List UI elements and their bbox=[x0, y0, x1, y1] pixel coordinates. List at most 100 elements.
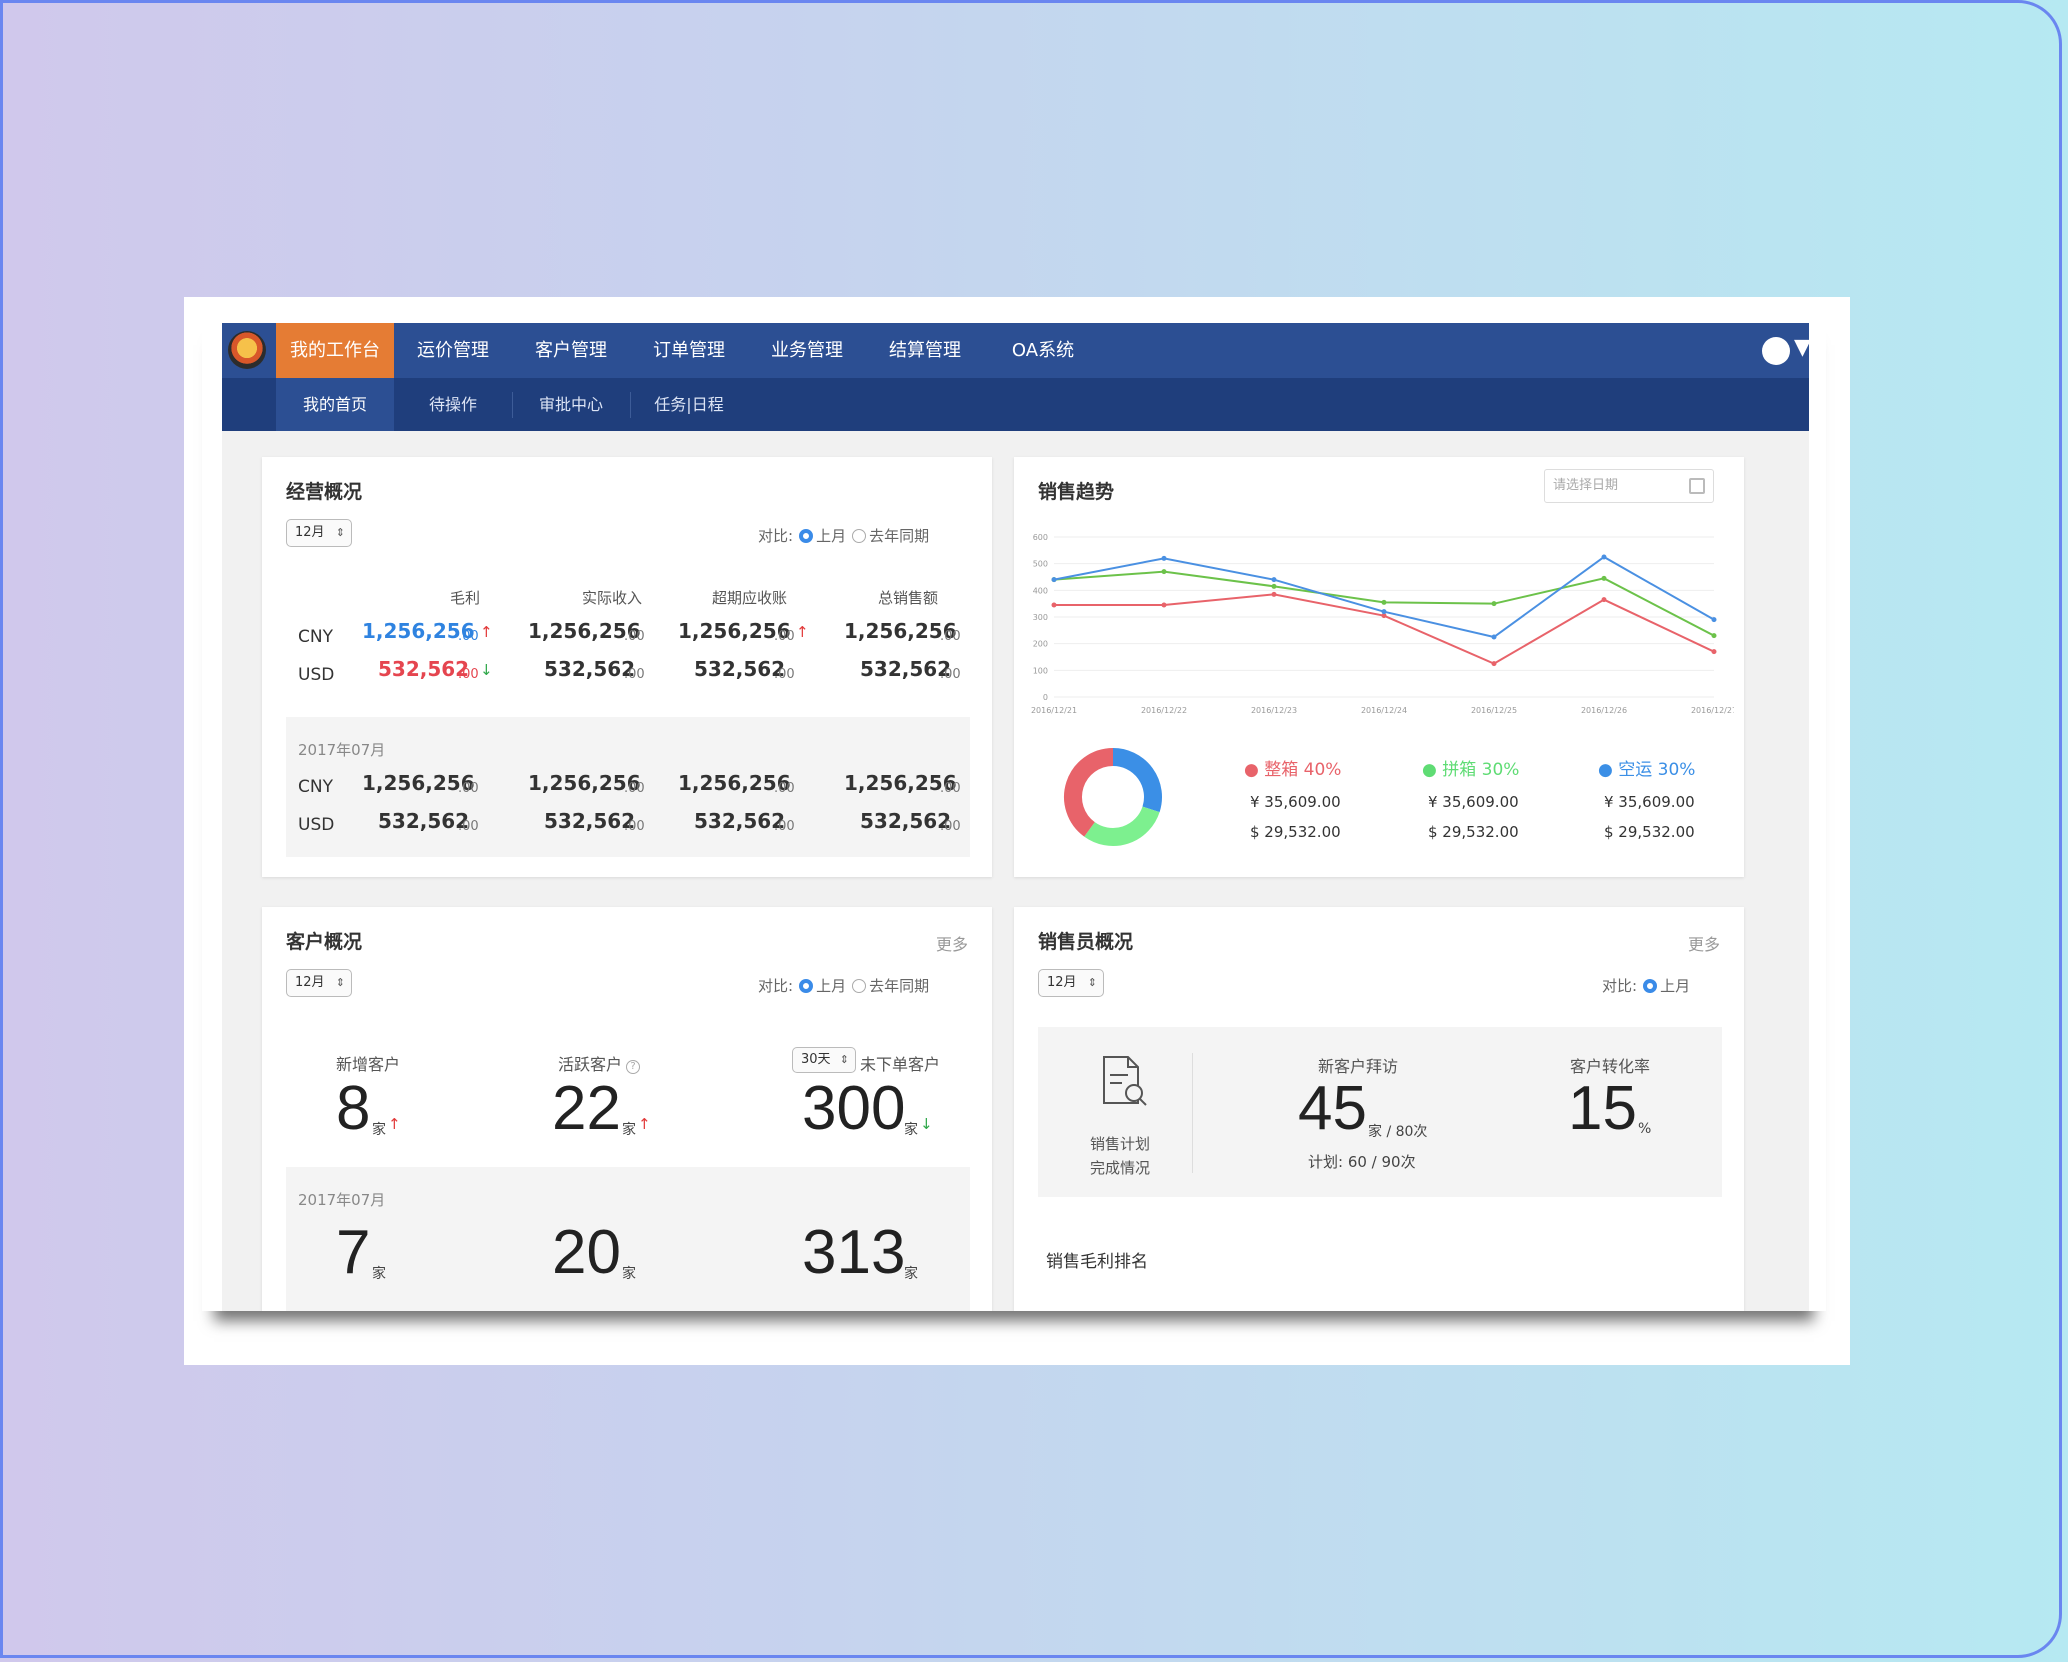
more-link[interactable]: 更多 bbox=[1688, 935, 1721, 954]
legend-dot: ● bbox=[1598, 760, 1613, 780]
radio-label: 上月 bbox=[816, 977, 847, 995]
radio-last-year[interactable] bbox=[852, 979, 867, 993]
nav-item-settlement[interactable]: 结算管理 bbox=[889, 340, 961, 361]
customer-overview-card: 客户概况 更多 12月 ⇕ 对比: 上月 去年同期 新增客户 活跃客户? 30天 ⇕ 未… bbox=[262, 907, 992, 1311]
legend-dot: ● bbox=[1422, 760, 1437, 780]
content-area: 经营概况 12月 ⇕ 对比: 上月 去年同期 毛利 实际收入 超期应收账 总销售额 C… bbox=[222, 431, 1809, 1311]
days-value: 30天 bbox=[801, 1052, 831, 1067]
month-value: 12月 bbox=[1047, 975, 1077, 990]
legend-item: ● 拼箱 30% bbox=[1422, 755, 1519, 780]
active-customers-value: 22 bbox=[552, 1074, 621, 1143]
x-tick-label: 2016/12/21 bbox=[1031, 706, 1077, 715]
help-icon[interactable]: ? bbox=[626, 1060, 641, 1074]
no-order-label: 未下单客户 bbox=[860, 1055, 941, 1074]
card-title: 客户概况 bbox=[286, 931, 363, 953]
arrow-up-icon: ↑ bbox=[638, 1115, 651, 1133]
top-navbar: 我的工作台 运价管理 客户管理 订单管理 业务管理 结算管理 OA系统 ▼ bbox=[222, 323, 1811, 378]
y-tick-label: 500 bbox=[1033, 560, 1048, 569]
y-tick-label: 200 bbox=[1033, 640, 1048, 649]
data-point bbox=[1381, 609, 1387, 615]
ranking-title: 销售毛利排名 bbox=[1046, 1252, 1148, 1272]
x-tick-label: 2016/12/23 bbox=[1251, 706, 1297, 715]
days-select[interactable]: 30天 ⇕ bbox=[792, 1047, 856, 1073]
nav-item-orders[interactable]: 订单管理 bbox=[653, 340, 725, 361]
tab-tasks[interactable]: 任务|日程 bbox=[654, 395, 724, 414]
period-label: 2017年07月 bbox=[298, 741, 386, 759]
nav-item-workbench[interactable]: 我的工作台 bbox=[276, 323, 394, 378]
data-point bbox=[1161, 602, 1167, 608]
pie-slice bbox=[1112, 748, 1162, 813]
value: 532,562 bbox=[694, 657, 786, 681]
date-input[interactable]: 请选择日期 bbox=[1544, 469, 1714, 503]
nav-item-business[interactable]: 业务管理 bbox=[771, 340, 843, 361]
data-point bbox=[1601, 554, 1607, 560]
chevron-down-icon[interactable]: ▼ bbox=[1794, 335, 1811, 360]
legend-label: 拼箱 30% bbox=[1442, 760, 1520, 780]
data-point bbox=[1601, 575, 1607, 581]
month-select[interactable]: 12月 ⇕ bbox=[286, 969, 352, 997]
tab-pending[interactable]: 待操作 bbox=[428, 395, 477, 414]
divider bbox=[1192, 1053, 1193, 1173]
tab-approvals[interactable]: 审批中心 bbox=[538, 395, 603, 414]
unit: 家 bbox=[372, 1266, 386, 1282]
decimal: .00 bbox=[458, 819, 479, 834]
sales-plan-box: 销售计划 完成情况 新客户拜访 45 家 / 80次 计划: 60 / 90次 … bbox=[1038, 1027, 1722, 1197]
label-text: 活跃客户 bbox=[558, 1055, 623, 1074]
series-line bbox=[1053, 555, 1715, 639]
amount-usd: $ 29,532.00 bbox=[1428, 823, 1519, 841]
amount-usd: $ 29,532.00 bbox=[1250, 823, 1341, 841]
data-point bbox=[1381, 613, 1387, 619]
data-point bbox=[1161, 555, 1167, 561]
value: 532,562 bbox=[544, 809, 636, 833]
card-title: 销售趋势 bbox=[1038, 481, 1115, 503]
pie-slice bbox=[1084, 806, 1160, 846]
nav-item-customers[interactable]: 客户管理 bbox=[535, 340, 607, 361]
data-point bbox=[1711, 649, 1717, 655]
arrow-up-icon: ↑ bbox=[796, 623, 809, 641]
period-label: 2017年07月 bbox=[298, 1191, 386, 1209]
data-point bbox=[1491, 634, 1497, 640]
visit-suffix: 家 / 80次 bbox=[1368, 1124, 1428, 1140]
conversion-unit: % bbox=[1638, 1121, 1652, 1137]
y-tick-label: 100 bbox=[1033, 666, 1048, 675]
amount-cny: ¥ 35,609.00 bbox=[1604, 793, 1695, 811]
month-select[interactable]: 12月 ⇕ bbox=[1038, 969, 1104, 997]
decimal: .00 bbox=[774, 819, 795, 834]
value: 532,562 bbox=[860, 809, 952, 833]
value: 532,562 bbox=[544, 657, 636, 681]
data-point bbox=[1271, 583, 1277, 589]
pie-slice bbox=[1064, 748, 1114, 837]
data-point bbox=[1601, 597, 1607, 603]
more-link[interactable]: 更多 bbox=[936, 935, 969, 954]
month-select[interactable]: 12月 ⇕ bbox=[286, 519, 352, 547]
tab-home[interactable]: 我的首页 bbox=[276, 378, 394, 431]
radio-last-year[interactable] bbox=[852, 529, 867, 543]
nav-item-rates[interactable]: 运价管理 bbox=[417, 340, 489, 361]
amount-cny: ¥ 35,609.00 bbox=[1428, 793, 1519, 811]
column-header: 总销售额 bbox=[878, 589, 939, 607]
decimal: .00 bbox=[774, 667, 795, 682]
data-point bbox=[1491, 601, 1497, 607]
currency-label: CNY bbox=[298, 777, 333, 797]
prev-active-value: 20 bbox=[552, 1218, 621, 1287]
x-tick-label: 2016/12/26 bbox=[1581, 706, 1627, 715]
previous-period-box: 2017年07月 7 家 20 家 313 家 bbox=[286, 1167, 970, 1311]
new-customers-label: 新增客户 bbox=[336, 1055, 401, 1074]
donut-chart bbox=[1064, 748, 1162, 846]
unit: 家 bbox=[372, 1122, 386, 1138]
logo-icon bbox=[228, 331, 266, 369]
compare-label: 对比: bbox=[758, 527, 794, 545]
compare-label: 对比: bbox=[758, 977, 794, 995]
radio-last-month[interactable] bbox=[799, 529, 814, 543]
radio-label: 上月 bbox=[1660, 977, 1691, 995]
radio-last-month[interactable] bbox=[799, 979, 814, 993]
avatar[interactable] bbox=[1762, 337, 1790, 365]
sales-trend-card: 销售趋势 请选择日期 0 100 200 300 400 500 600 2016/12/21… bbox=[1014, 457, 1744, 877]
y-tick-label: 300 bbox=[1033, 613, 1048, 622]
decimal: .00 bbox=[774, 781, 795, 796]
nav-item-oa[interactable]: OA系统 bbox=[1011, 340, 1075, 361]
radio-last-month[interactable] bbox=[1643, 979, 1658, 993]
value: 1,256,256 bbox=[678, 771, 791, 795]
select-arrow-icon: ⇕ bbox=[335, 976, 345, 989]
visit-label: 新客户拜访 bbox=[1318, 1057, 1399, 1076]
